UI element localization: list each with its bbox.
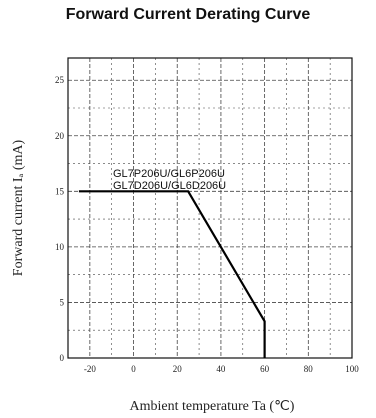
x-tick-label: 40 bbox=[216, 364, 226, 374]
x-axis-label: Ambient temperature Ta (℃) bbox=[130, 399, 295, 414]
y-axis-label: Forward current Iₐ (mA) bbox=[11, 139, 26, 276]
y-tick-label: 25 bbox=[55, 75, 65, 85]
annotation-line-1: GL7P206U/GL6P206U bbox=[113, 168, 225, 180]
grid bbox=[68, 58, 352, 358]
y-tick-label: 15 bbox=[55, 186, 65, 196]
tick-labels: 0 5 10 15 20 25 -20 0 20 40 60 80 100 bbox=[55, 75, 359, 374]
derating-curve bbox=[78, 190, 266, 358]
x-tick-label: 0 bbox=[131, 364, 136, 374]
x-tick-label: 100 bbox=[345, 364, 359, 374]
annotation-line-2: GL7D206U/GL6D206U bbox=[113, 180, 226, 192]
x-tick-label: 20 bbox=[173, 364, 183, 374]
x-tick-label: 60 bbox=[260, 364, 270, 374]
y-tick-label: 5 bbox=[60, 297, 65, 307]
y-tick-label: 0 bbox=[60, 353, 65, 363]
plot-frame bbox=[67, 57, 353, 359]
x-tick-label: 80 bbox=[304, 364, 314, 374]
y-tick-label: 20 bbox=[55, 131, 65, 141]
y-tick-label: 10 bbox=[55, 242, 65, 252]
x-tick-label: -20 bbox=[84, 364, 96, 374]
chart-title: Forward Current Derating Curve bbox=[65, 6, 311, 23]
